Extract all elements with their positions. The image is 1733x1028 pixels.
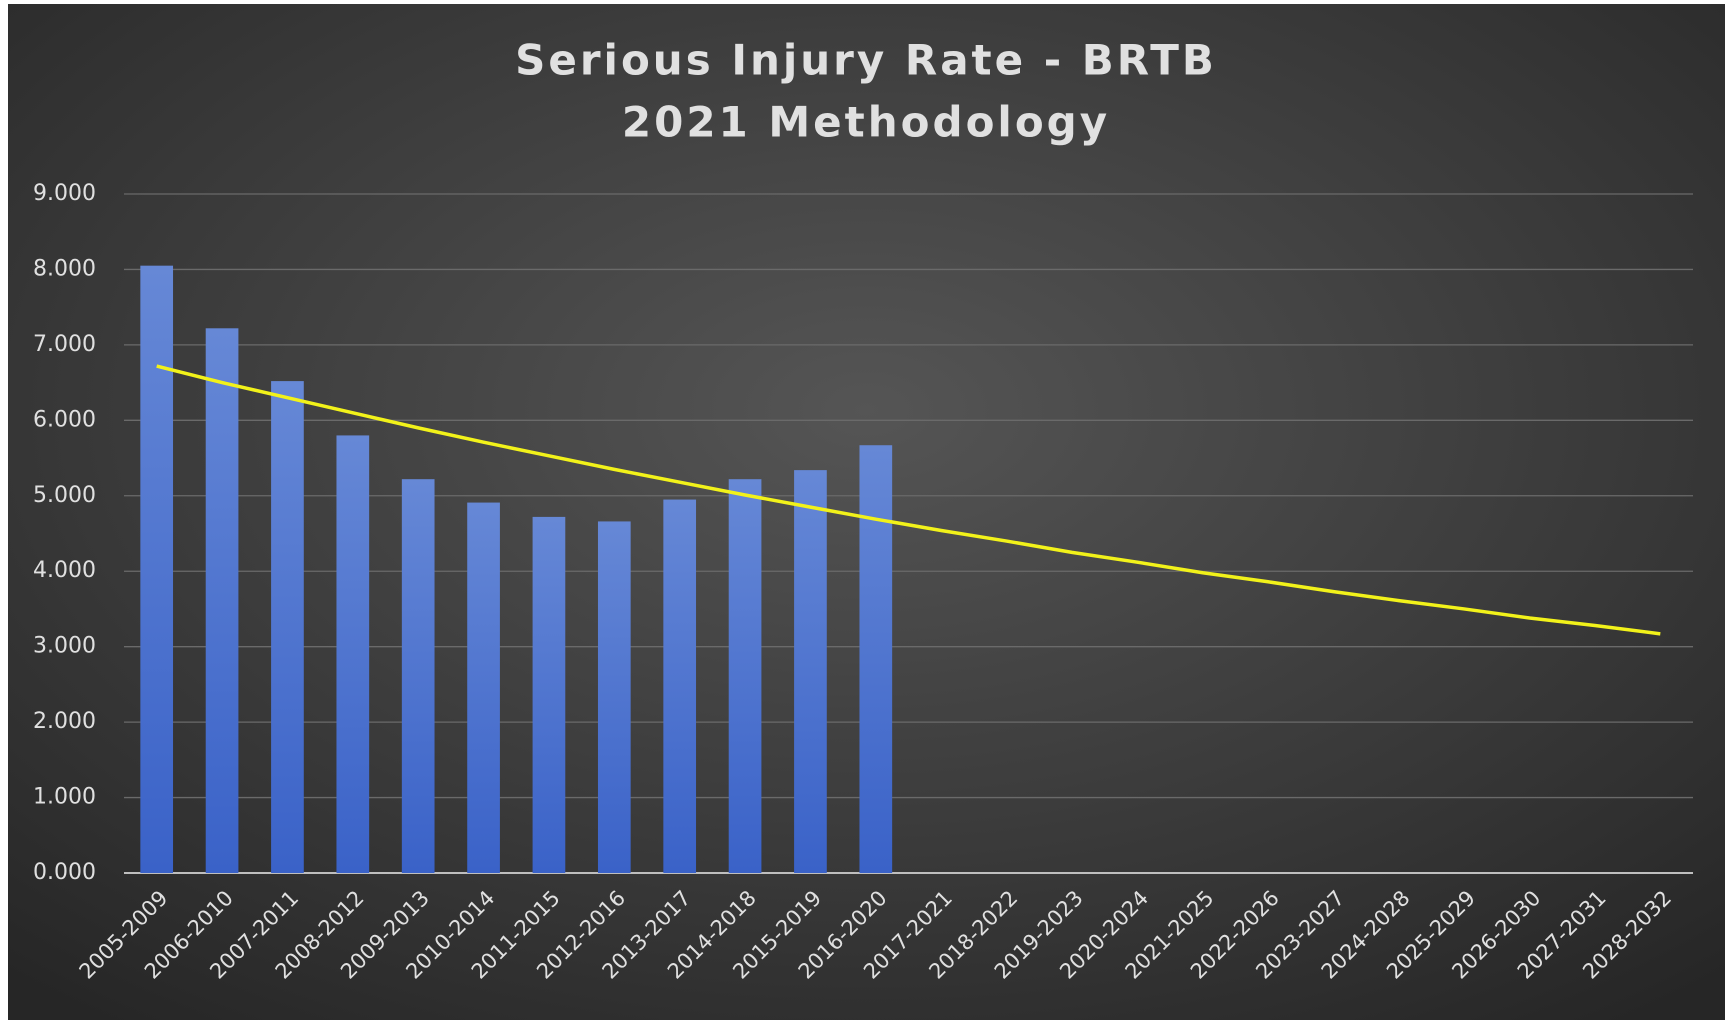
bar bbox=[140, 265, 174, 873]
bar bbox=[663, 499, 697, 873]
y-tick-label: 6.000 bbox=[33, 407, 96, 432]
bar bbox=[597, 521, 631, 873]
y-tick-label: 7.000 bbox=[33, 332, 96, 357]
y-tick-label: 1.000 bbox=[33, 785, 96, 810]
y-tick-label: 9.000 bbox=[33, 181, 96, 206]
bar bbox=[401, 479, 435, 873]
y-tick-label: 4.000 bbox=[33, 558, 96, 583]
bar bbox=[205, 328, 239, 873]
y-tick-label: 8.000 bbox=[33, 256, 96, 281]
bar bbox=[859, 445, 893, 873]
bar bbox=[336, 435, 370, 873]
chart-title: Serious Injury Rate - BRTB bbox=[515, 36, 1217, 85]
y-tick-label: 2.000 bbox=[33, 709, 96, 734]
y-tick-label: 5.000 bbox=[33, 483, 96, 508]
y-tick-label: 3.000 bbox=[33, 634, 96, 659]
trend-line bbox=[156, 364, 1661, 636]
y-tick-label: 0.000 bbox=[33, 860, 96, 885]
bar bbox=[728, 479, 762, 873]
bar bbox=[794, 470, 827, 873]
chart-title: 2021 Methodology bbox=[622, 98, 1110, 147]
bar bbox=[467, 502, 500, 873]
bar bbox=[271, 381, 304, 873]
bar bbox=[532, 516, 566, 873]
